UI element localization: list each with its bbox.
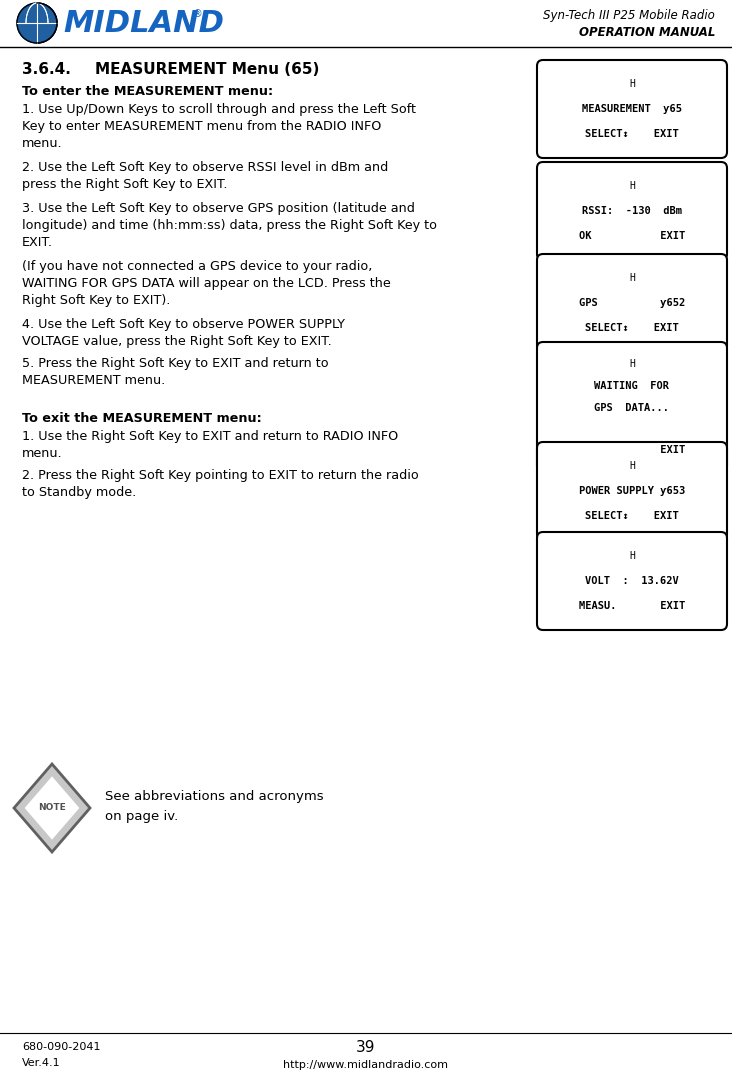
- Circle shape: [17, 3, 57, 43]
- FancyBboxPatch shape: [537, 254, 727, 352]
- Text: 3.6.4.: 3.6.4.: [22, 62, 71, 77]
- Text: VOLT  :  13.62V: VOLT : 13.62V: [585, 576, 679, 586]
- Text: H: H: [629, 461, 635, 471]
- Text: GPS          ƴ652: GPS ƴ652: [579, 298, 685, 308]
- Text: To exit the MEASUREMENT menu:: To exit the MEASUREMENT menu:: [22, 412, 262, 425]
- Text: POWER SUPPLY ƴ653: POWER SUPPLY ƴ653: [579, 485, 685, 496]
- Text: SELECT↕    EXIT: SELECT↕ EXIT: [585, 511, 679, 521]
- Text: WAITING  FOR: WAITING FOR: [594, 381, 670, 391]
- Text: MEASUREMENT Menu (65): MEASUREMENT Menu (65): [95, 62, 319, 77]
- Text: 39: 39: [356, 1040, 376, 1055]
- Text: 2. Press the Right Soft Key pointing to EXIT to return the radio
to Standby mode: 2. Press the Right Soft Key pointing to …: [22, 469, 419, 499]
- Text: 2. Use the Left Soft Key to observe RSSI level in dBm and
press the Right Soft K: 2. Use the Left Soft Key to observe RSSI…: [22, 161, 388, 191]
- FancyBboxPatch shape: [537, 341, 727, 472]
- Text: (If you have not connected a GPS device to your radio,
WAITING FOR GPS DATA will: (If you have not connected a GPS device …: [22, 260, 391, 307]
- Text: H: H: [629, 359, 635, 369]
- Polygon shape: [14, 764, 90, 852]
- Text: H: H: [629, 79, 635, 89]
- Text: 5. Press the Right Soft Key to EXIT and return to
MEASUREMENT menu.: 5. Press the Right Soft Key to EXIT and …: [22, 357, 329, 387]
- Text: MIDLAND: MIDLAND: [63, 9, 224, 37]
- Text: ®: ®: [193, 9, 203, 19]
- Text: NOTE: NOTE: [38, 803, 66, 813]
- Text: GPS  DATA...: GPS DATA...: [594, 403, 670, 413]
- Text: Syn-Tech III P25 Mobile Radio: Syn-Tech III P25 Mobile Radio: [543, 9, 715, 22]
- Text: 3. Use the Left Soft Key to observe GPS position (latitude and
longitude) and ti: 3. Use the Left Soft Key to observe GPS …: [22, 202, 437, 249]
- Text: H: H: [629, 181, 635, 191]
- Text: 1. Use Up/Down Keys to scroll through and press the Left Soft
Key to enter MEASU: 1. Use Up/Down Keys to scroll through an…: [22, 103, 416, 149]
- Text: OK           EXIT: OK EXIT: [579, 231, 685, 241]
- FancyBboxPatch shape: [537, 532, 727, 630]
- Text: MEASU.       EXIT: MEASU. EXIT: [579, 601, 685, 611]
- Text: 680-090-2041: 680-090-2041: [22, 1042, 100, 1052]
- Polygon shape: [25, 777, 79, 840]
- FancyBboxPatch shape: [537, 161, 727, 260]
- Text: SELECT↕    EXIT: SELECT↕ EXIT: [585, 323, 679, 333]
- Text: MEASUREMENT  ƴ65: MEASUREMENT ƴ65: [582, 104, 682, 113]
- Text: http://www.midlandradio.com: http://www.midlandradio.com: [283, 1060, 449, 1070]
- Text: H: H: [629, 273, 635, 283]
- Text: H: H: [629, 551, 635, 561]
- Text: EXIT: EXIT: [579, 445, 685, 455]
- Text: To enter the MEASUREMENT menu:: To enter the MEASUREMENT menu:: [22, 85, 273, 98]
- FancyBboxPatch shape: [537, 442, 727, 540]
- Text: 4. Use the Left Soft Key to observe POWER SUPPLY
VOLTAGE value, press the Right : 4. Use the Left Soft Key to observe POWE…: [22, 317, 345, 348]
- Text: OPERATION MANUAL: OPERATION MANUAL: [578, 26, 715, 39]
- Text: RSSI:  -130  dBm: RSSI: -130 dBm: [582, 206, 682, 216]
- Text: 1. Use the Right Soft Key to EXIT and return to RADIO INFO
menu.: 1. Use the Right Soft Key to EXIT and re…: [22, 430, 398, 459]
- Text: on page iv.: on page iv.: [105, 810, 179, 823]
- Text: SELECT↕    EXIT: SELECT↕ EXIT: [585, 129, 679, 139]
- Text: See abbreviations and acronyms: See abbreviations and acronyms: [105, 790, 324, 803]
- FancyBboxPatch shape: [537, 60, 727, 158]
- Text: Ver.4.1: Ver.4.1: [22, 1058, 61, 1068]
